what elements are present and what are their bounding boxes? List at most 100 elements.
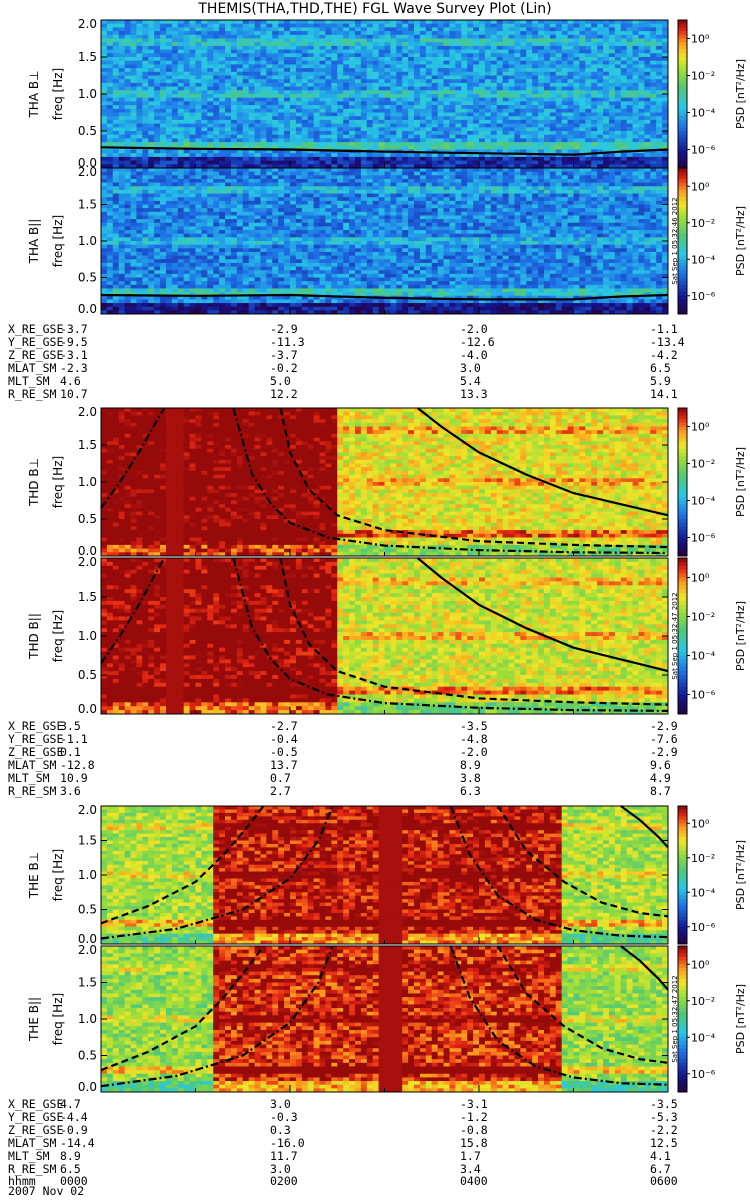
spectro-cell <box>201 288 207 292</box>
spectro-cell <box>284 94 290 98</box>
spectro-cell <box>131 205 137 209</box>
spectro-cell <box>231 270 237 274</box>
spectro-cell <box>278 101 284 105</box>
spectro-cell <box>355 101 361 105</box>
spectro-cell <box>390 157 396 161</box>
spectro-cell <box>379 53 385 57</box>
spectro-cell <box>219 150 225 154</box>
spectro-cell <box>278 20 284 24</box>
spectro-cell <box>296 87 302 91</box>
spectro-cell <box>591 146 597 150</box>
spectro-cell <box>562 150 568 154</box>
spectro-cell <box>438 138 444 142</box>
spectro-cell <box>325 20 331 24</box>
spectro-cell <box>237 64 243 68</box>
spectro-cell <box>190 46 196 50</box>
spectro-cell <box>509 131 515 135</box>
spectro-cell <box>249 288 255 292</box>
spectro-cell <box>131 35 137 39</box>
spectro-cell <box>473 72 479 76</box>
spectro-cell <box>650 27 656 31</box>
spectro-cell <box>166 270 172 274</box>
spectro-cell <box>101 57 107 61</box>
spectro-cell <box>160 234 166 238</box>
spectro-cell <box>491 120 497 124</box>
spectro-cell <box>243 57 249 61</box>
spectro-cell <box>243 90 249 94</box>
spectro-cell <box>627 101 633 105</box>
spectro-cell <box>207 307 213 311</box>
spectro-cell <box>101 157 107 161</box>
spectro-cell <box>615 120 621 124</box>
spectro-cell <box>125 194 131 198</box>
spectro-cell <box>609 113 615 117</box>
spectro-cell <box>550 94 556 98</box>
spectro-cell <box>119 219 125 223</box>
spectro-cell <box>568 61 574 65</box>
spectro-cell <box>101 219 107 223</box>
spectro-cell <box>308 124 314 128</box>
spectro-cell <box>201 270 207 274</box>
spectro-cell <box>219 68 225 72</box>
spectro-cell <box>461 39 467 43</box>
spectro-cell <box>196 116 202 120</box>
spectro-cell <box>184 223 190 227</box>
spectro-cell <box>579 98 585 102</box>
colorbar-swatch <box>678 53 687 57</box>
spectro-cell <box>556 24 562 28</box>
spectro-cell <box>190 27 196 31</box>
spectro-cell <box>237 50 243 54</box>
spectro-cell <box>402 105 408 109</box>
spectro-cell <box>101 234 107 238</box>
spectro-cell <box>408 135 414 139</box>
spectro-cell <box>113 57 119 61</box>
spectro-cell <box>166 303 172 307</box>
spectro-cell <box>497 79 503 83</box>
spectro-cell <box>644 53 650 57</box>
spectro-cell <box>213 205 219 209</box>
spectro-cell <box>644 39 650 43</box>
spectro-cell <box>237 267 243 271</box>
spectro-cell <box>101 61 107 65</box>
spectro-cell <box>644 153 650 157</box>
spectro-cell <box>225 263 231 267</box>
spectro-cell <box>633 64 639 68</box>
spectro-cell <box>184 172 190 176</box>
spectro-cell <box>284 72 290 76</box>
spectro-cell <box>249 142 255 146</box>
spectro-cell <box>656 72 662 76</box>
spectro-cell <box>574 83 580 87</box>
spectro-cell <box>131 307 137 311</box>
spectro-cell <box>331 98 337 102</box>
spectro-cell <box>325 61 331 65</box>
spectro-cell <box>125 135 131 139</box>
spectro-cell <box>408 31 414 35</box>
spectro-cell <box>219 109 225 113</box>
spectro-cell <box>255 230 261 234</box>
spectro-cell <box>621 153 627 157</box>
spectro-cell <box>107 281 113 285</box>
spectro-cell <box>591 113 597 117</box>
spectro-cell <box>255 201 261 205</box>
spectro-cell <box>361 87 367 91</box>
spectro-cell <box>219 105 225 109</box>
spectro-cell <box>260 76 266 80</box>
spectro-cell <box>101 212 107 216</box>
spectro-cell <box>325 138 331 142</box>
spectro-cell <box>196 248 202 252</box>
spectro-cell <box>101 183 107 187</box>
spectro-cell <box>361 31 367 35</box>
spectro-cell <box>615 27 621 31</box>
spectro-cell <box>184 186 190 190</box>
spectro-cell <box>438 124 444 128</box>
spectro-cell <box>207 120 213 124</box>
spectro-cell <box>225 230 231 234</box>
spectro-cell <box>196 150 202 154</box>
spectro-cell <box>237 179 243 183</box>
spectro-cell <box>249 175 255 179</box>
spectro-cell <box>219 172 225 176</box>
spectro-cell <box>331 20 337 24</box>
spectro-cell <box>438 68 444 72</box>
spectro-cell <box>231 138 237 142</box>
spectro-cell <box>343 31 349 35</box>
